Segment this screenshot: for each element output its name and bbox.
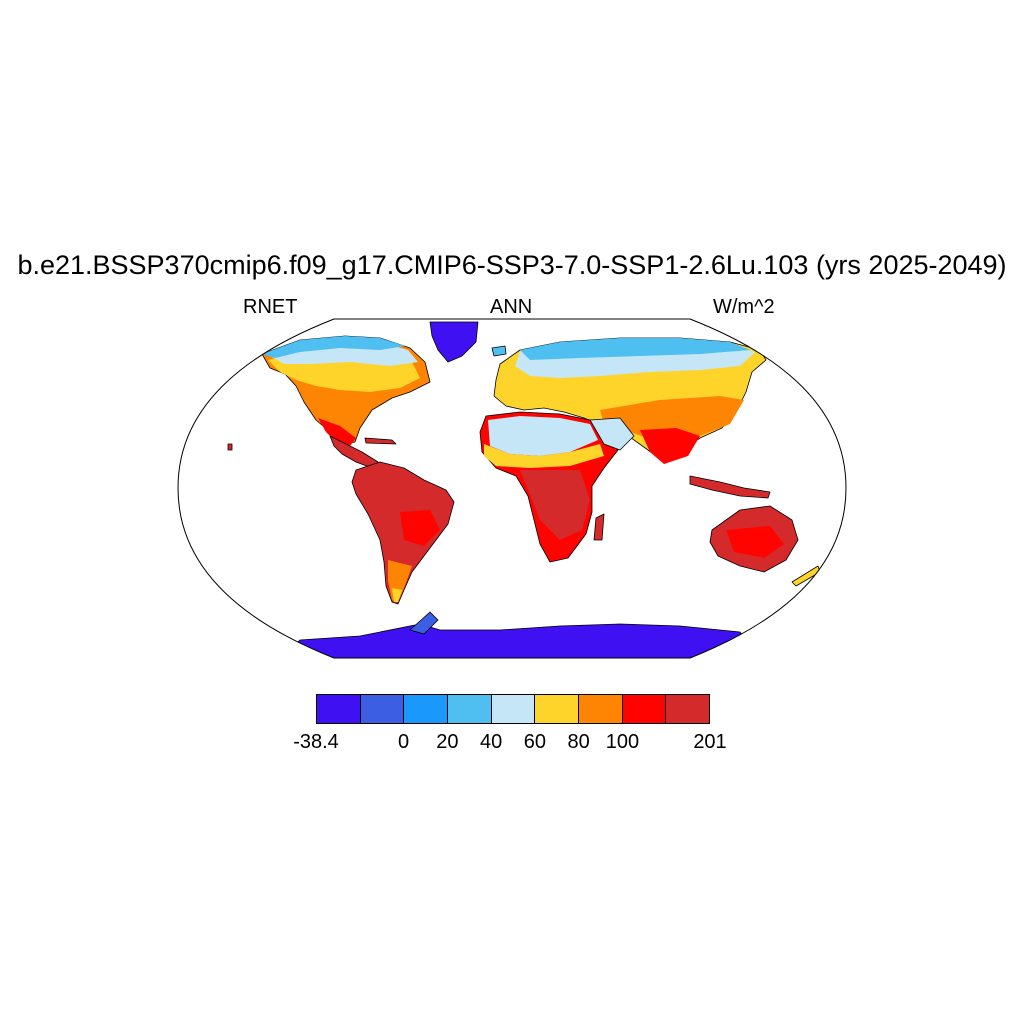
- colorbar-label: 80: [567, 731, 590, 753]
- patagonia-tip: [392, 588, 402, 602]
- caribbean-islands: [364, 437, 397, 445]
- south-america-red-patches: [400, 510, 440, 546]
- north-america-arctic-band: [262, 336, 405, 358]
- colorbar-label: 20: [436, 731, 459, 753]
- plot-title: b.e21.BSSP370cmip6.f09_g17.CMIP6-SSP3-7.…: [17, 250, 1007, 280]
- colorbar-box-6: [579, 695, 623, 723]
- colorbar-box-5: [535, 695, 580, 723]
- units-label: W/m^2: [713, 296, 775, 318]
- colorbar-label: 201: [693, 731, 727, 753]
- variable-label: RNET: [243, 296, 298, 318]
- map-outline: [177, 318, 847, 659]
- antarctica-landmass: [279, 623, 761, 658]
- sahel-yellow-band: [484, 444, 604, 468]
- madagascar: [593, 513, 605, 541]
- sahara-pale: [488, 416, 598, 456]
- colorbar-label: 60: [523, 731, 546, 753]
- colorbar-box-7: [622, 695, 667, 723]
- colorbar-box-8: [666, 695, 710, 723]
- colorbar-box-3: [448, 695, 492, 723]
- greenland-landmass: [429, 321, 479, 363]
- asia-southern-orange: [600, 396, 744, 444]
- colorbar-box-4: [491, 695, 536, 723]
- colorbar-label: 0: [397, 731, 410, 753]
- antarctica-peninsula: [409, 611, 439, 635]
- colorbar: [316, 694, 710, 724]
- colorbar-label: -38.4: [293, 731, 339, 753]
- iceland: [491, 345, 507, 357]
- india-southeast-asia-red: [640, 428, 700, 464]
- season-label: ANN: [490, 296, 533, 318]
- indonesia-islands: [689, 475, 771, 499]
- colorbar-box-0: [317, 695, 361, 723]
- central-africa-red: [520, 470, 590, 540]
- colorbar-label: 40: [479, 731, 503, 753]
- arabia-pale: [589, 417, 635, 451]
- colorbar-label: 100: [605, 731, 640, 753]
- colorbar-box-1: [360, 695, 405, 723]
- colorbar-box-2: [404, 695, 449, 723]
- hawaii-islands: [227, 443, 233, 451]
- eurasia-arctic-band: [520, 338, 750, 360]
- australia-red-patches: [726, 526, 784, 558]
- florida-mexico-red: [318, 418, 356, 446]
